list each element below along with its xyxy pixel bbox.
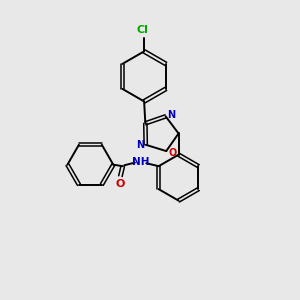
Text: Cl: Cl xyxy=(137,25,148,35)
Text: N: N xyxy=(167,110,175,120)
Text: O: O xyxy=(169,148,177,158)
Text: NH: NH xyxy=(132,157,150,167)
Text: O: O xyxy=(116,179,125,189)
Text: N: N xyxy=(136,140,144,150)
